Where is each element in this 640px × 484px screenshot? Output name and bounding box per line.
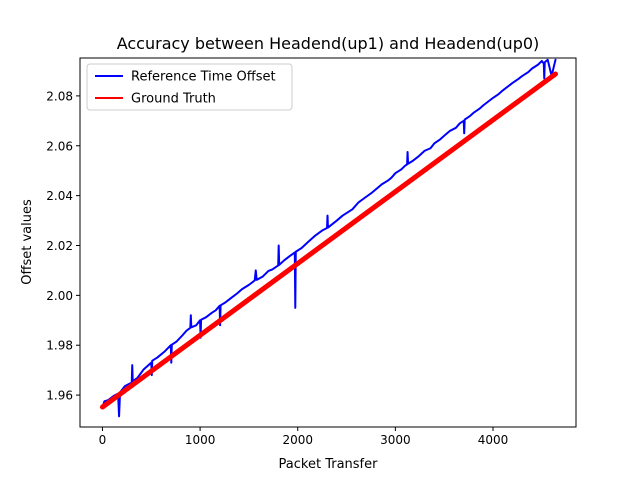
series-line-ground-truth [99, 71, 558, 410]
series-line-reference-time-offset [101, 58, 557, 418]
chart-title: Accuracy between Headend(up1) and Headen… [117, 34, 540, 53]
y-axis-label: Offset values [20, 199, 35, 285]
plot-area [99, 58, 558, 418]
x-axis-ticks: 0 1000 2000 3000 4000 [99, 427, 509, 447]
legend: Reference Time Offset Ground Truth [86, 63, 293, 111]
y-axis-ticks: 1.96 1.98 2.00 2.02 2.04 2.06 2.08 [46, 89, 80, 403]
legend-box [86, 63, 293, 111]
x-tick-label: 3000 [380, 433, 411, 447]
axes-frame [79, 57, 577, 428]
legend-label-reference-time-offset: Reference Time Offset [131, 70, 276, 85]
x-tick-label: 4000 [478, 433, 509, 447]
y-tick-label: 2.04 [46, 189, 73, 203]
y-tick-label: 2.00 [46, 289, 73, 303]
y-tick-label: 1.98 [46, 339, 73, 353]
legend-label-ground-truth: Ground Truth [131, 92, 216, 107]
x-tick-label: 0 [99, 433, 107, 447]
x-tick-label: 2000 [282, 433, 313, 447]
y-tick-label: 2.02 [46, 239, 73, 253]
x-tick-label: 1000 [185, 433, 216, 447]
y-tick-label: 2.06 [46, 139, 73, 153]
x-axis-label: Packet Transfer [279, 457, 379, 472]
y-tick-label: 1.96 [46, 389, 73, 403]
y-tick-label: 2.08 [46, 89, 73, 103]
